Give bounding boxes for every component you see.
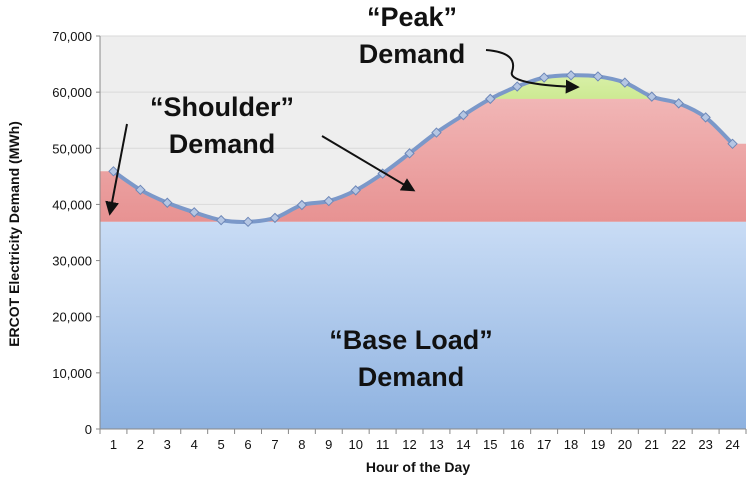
base-annotation-line-1: “Base Load”	[329, 325, 493, 355]
peak-arrow	[485, 49, 580, 94]
data-point-hour-5	[215, 214, 227, 226]
x-tick-label: 16	[510, 437, 524, 452]
x-tick-label: 4	[191, 437, 198, 452]
x-tick-label: 10	[348, 437, 362, 452]
data-point-hour-6	[242, 216, 254, 228]
x-tick-label: 22	[671, 437, 685, 452]
data-point-hour-10	[350, 185, 361, 196]
y-tick-label: 40,000	[52, 197, 92, 212]
shoulder-annotation-line-1: “Shoulder”	[150, 92, 294, 122]
data-point-hour-9	[323, 195, 334, 207]
y-tick-label: 20,000	[52, 310, 92, 325]
x-tick-label: 20	[618, 437, 632, 452]
data-point-hour-15	[485, 93, 496, 105]
base-load-band	[100, 221, 746, 429]
data-point-hour-14	[458, 109, 469, 121]
data-point-hour-23	[700, 112, 711, 123]
base-annotation-line-2: Demand	[358, 362, 465, 392]
x-tick-label: 13	[429, 437, 443, 452]
x-tick-label: 18	[564, 437, 578, 452]
peak-annotation-line-2: Demand	[359, 39, 466, 69]
y-axis-title: ERCOT Electricity Demand (MWh)	[6, 121, 22, 347]
y-tick-label: 10,000	[52, 366, 92, 381]
y-tick-label: 0	[85, 422, 92, 437]
shoulder-demand-annotation: “Shoulder” Demand	[150, 92, 294, 159]
data-point-hour-7	[269, 212, 281, 224]
axes: 0 10,000 20,000 30,000 40,000 50,000 60,000 70,…	[52, 29, 747, 452]
x-tick-label: 24	[725, 437, 739, 452]
data-point-hour-24	[727, 138, 738, 150]
data-point-hour-1	[108, 166, 119, 177]
x-axis-title: Hour of the Day	[366, 459, 470, 475]
data-point-hour-22	[673, 98, 684, 109]
data-point-hour-8	[296, 199, 308, 211]
data-point-hour-2	[135, 184, 146, 196]
x-tick-label: 21	[645, 437, 659, 452]
peak-annotation-line-1: “Peak”	[367, 2, 457, 32]
data-point-hour-3	[162, 197, 173, 208]
x-tick-label: 11	[376, 437, 390, 452]
data-point-hour-21	[646, 91, 657, 102]
data-point-hour-16	[512, 81, 523, 92]
data-point-hour-12	[404, 148, 415, 159]
x-tick-label: 6	[244, 437, 251, 452]
x-tick-label: 9	[325, 437, 332, 452]
x-tick-label: 19	[591, 437, 605, 452]
x-tick-label: 23	[698, 437, 712, 452]
x-tick-label: 14	[456, 437, 470, 452]
shoulder-annotation-line-2: Demand	[169, 129, 276, 159]
x-tick-label: 15	[483, 437, 497, 452]
y-tick-label: 50,000	[52, 141, 92, 156]
data-point-hour-19	[592, 71, 604, 82]
x-tick-label: 2	[137, 437, 144, 452]
y-tick-label: 30,000	[52, 254, 92, 269]
x-tick-label: 7	[271, 437, 278, 452]
peak-demand-annotation: “Peak” Demand	[359, 2, 466, 69]
shoulder-right-arrow	[321, 135, 416, 192]
x-tick-label: 17	[537, 437, 551, 452]
shoulder-left-arrow	[105, 123, 128, 216]
data-point-hour-20	[619, 77, 631, 88]
data-point-hour-4	[189, 207, 200, 218]
y-tick-label: 60,000	[52, 85, 92, 100]
x-tick-label: 12	[402, 437, 416, 452]
base-load-annotation: “Base Load” Demand	[329, 325, 493, 392]
x-tick-label: 8	[298, 437, 305, 452]
y-tick-label: 70,000	[52, 29, 92, 44]
data-point-hour-17	[538, 72, 550, 83]
x-tick-label: 1	[110, 437, 117, 452]
x-tick-label: 5	[218, 437, 225, 452]
data-point-hour-13	[431, 127, 442, 138]
demand-markers	[108, 70, 738, 228]
x-tick-label: 3	[164, 437, 171, 452]
